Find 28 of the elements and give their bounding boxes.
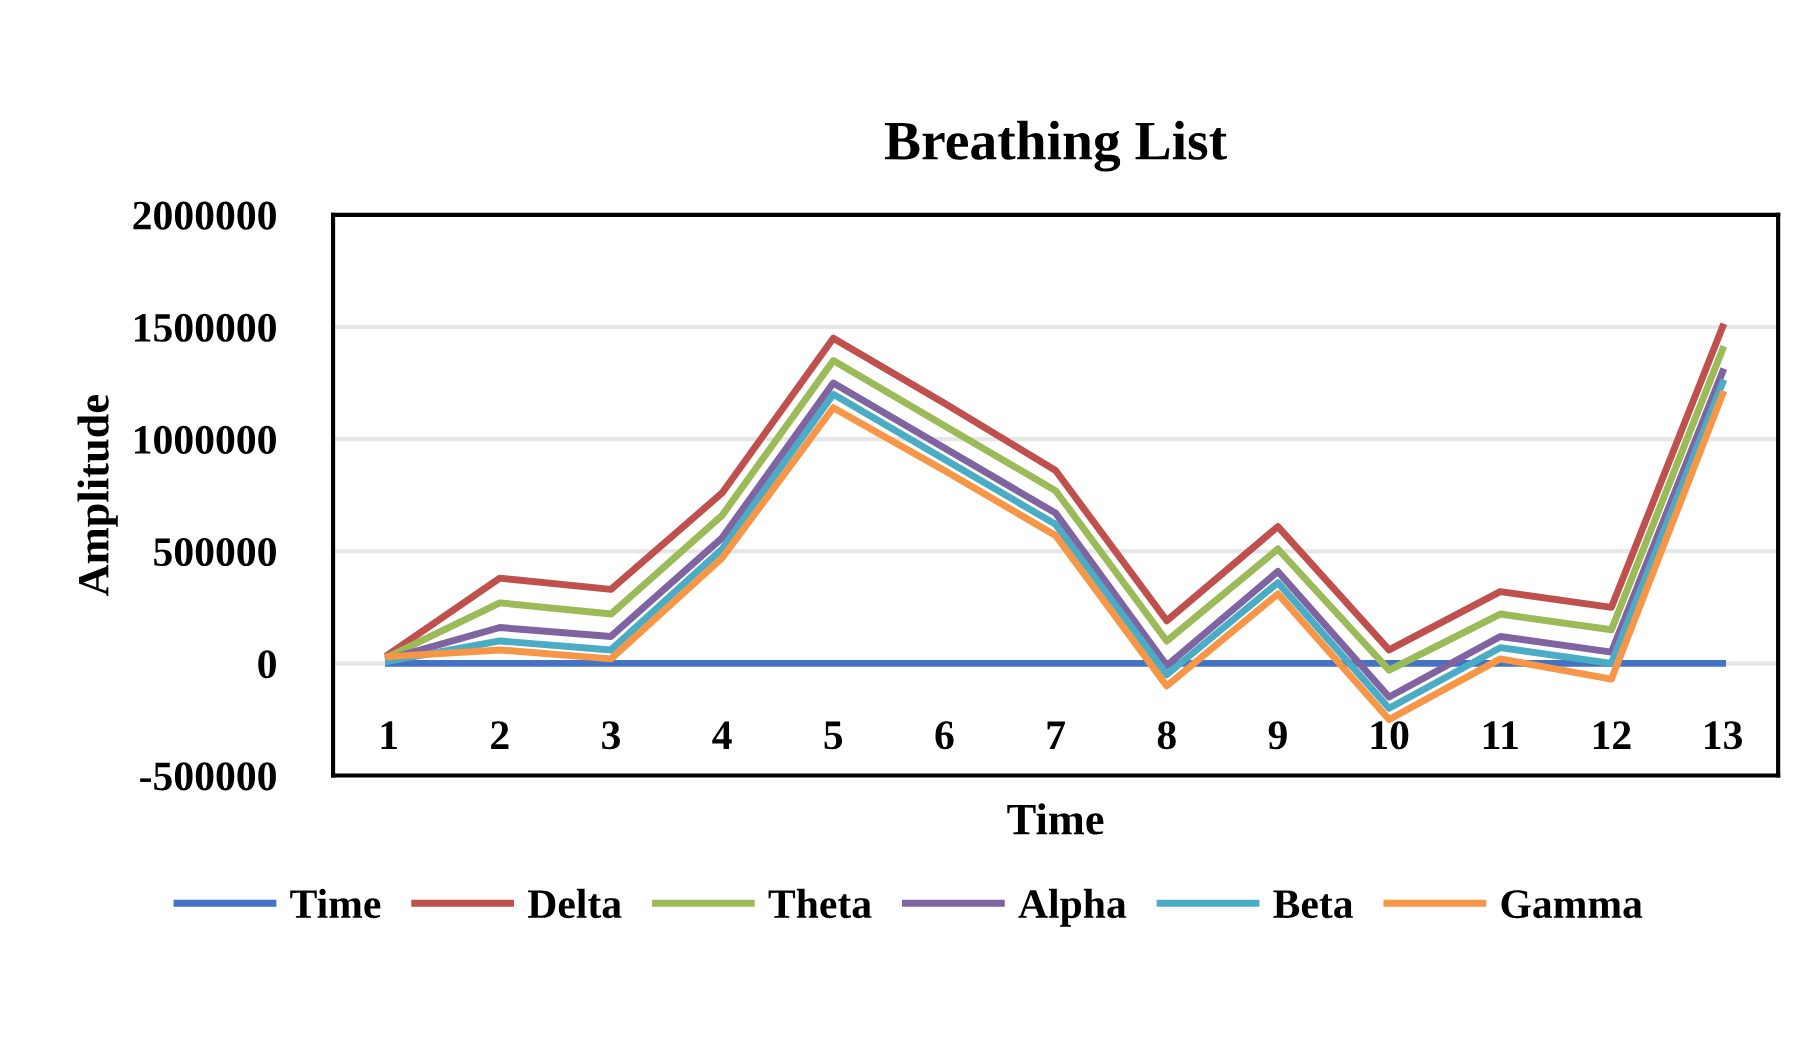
chart-title: Breathing List	[884, 120, 1227, 172]
x-tick-label: 10	[1371, 721, 1409, 750]
x-tick-label: 3	[602, 721, 620, 750]
x-tick-label: 1	[381, 721, 397, 749]
y-axis-title: Amplitude	[77, 395, 118, 596]
y-tick-label: -500000	[140, 762, 276, 791]
legend-label: Theta	[768, 888, 872, 919]
x-tick-label: 6	[935, 721, 954, 750]
x-tick-label: 2	[491, 721, 509, 749]
legend-label: Gamma	[1501, 890, 1643, 919]
legend-label: Alpha	[1018, 888, 1127, 927]
x-tick-label: 7	[1047, 721, 1065, 749]
x-tick-label: 5	[824, 721, 843, 750]
legend-label: Beta	[1273, 890, 1353, 919]
x-tick-label: 8	[1157, 721, 1176, 750]
legend-label: Time	[290, 888, 381, 919]
y-tick-label: 0	[258, 650, 276, 679]
x-tick-label: 9	[1268, 721, 1287, 750]
y-tick-label: 1500000	[135, 313, 276, 342]
y-tick-label: 500000	[154, 538, 276, 567]
x-axis-title: Time	[1007, 803, 1104, 835]
x-tick-label: 12	[1593, 721, 1631, 749]
x-tick-label: 4	[712, 721, 732, 749]
x-tick-label: 13	[1705, 721, 1742, 750]
y-tick-label: 1000000	[135, 425, 276, 454]
legend-label: Delta	[527, 888, 622, 919]
y-tick-label: 2000000	[133, 201, 276, 230]
x-tick-label: 11	[1483, 721, 1518, 749]
